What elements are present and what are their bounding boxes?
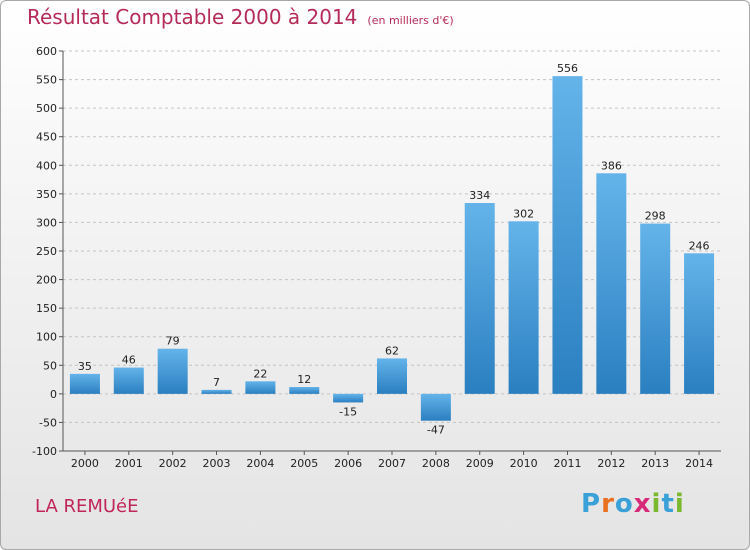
bar-2001 [113, 367, 144, 394]
y-tick-label: 500 [36, 102, 57, 115]
value-label: 556 [557, 62, 578, 75]
value-label: 334 [469, 189, 490, 202]
value-label: 302 [513, 207, 534, 220]
x-tick-label: 2006 [334, 457, 362, 470]
y-tick-label: 50 [43, 359, 57, 372]
y-tick-label: 300 [36, 216, 57, 229]
y-tick-label: 200 [36, 274, 57, 287]
y-tick-label: 100 [36, 331, 57, 344]
x-tick-label: 2008 [422, 457, 450, 470]
x-tick-label: 2014 [685, 457, 713, 470]
value-label: -47 [427, 424, 445, 437]
y-tick-label: 450 [36, 131, 57, 144]
value-label: 386 [601, 159, 622, 172]
x-tick-label: 2011 [553, 457, 581, 470]
x-tick-label: 2000 [71, 457, 99, 470]
proxiti-logo: Proxiti [581, 489, 685, 519]
x-tick-label: 2004 [246, 457, 274, 470]
logo-letter: x [633, 489, 652, 519]
value-label: 7 [213, 376, 220, 389]
bar-2004 [245, 381, 276, 394]
x-tick-label: 2002 [159, 457, 187, 470]
y-tick-labels: -100 -50 0 50 100 150 200 250 300 350 400 450 500 550… [32, 45, 57, 458]
x-tick-label: 2012 [597, 457, 625, 470]
value-labels: 35 46 79 7 22 12 -15 62 -47 334 302 556 386 298 246 [78, 62, 710, 437]
value-label: 12 [297, 373, 311, 386]
bar-2008 [420, 393, 451, 421]
x-tick-label: 2010 [510, 457, 538, 470]
bar-2002 [157, 348, 188, 394]
y-tick-label: 0 [50, 388, 57, 401]
y-tick-label: 150 [36, 302, 57, 315]
x-tick-label: 2005 [290, 457, 318, 470]
bar-2010 [508, 221, 539, 394]
bar-2007 [377, 358, 407, 394]
value-label: 298 [645, 210, 666, 223]
axes [62, 51, 721, 455]
logo-letter: i [674, 489, 685, 519]
y-tick-label: 400 [36, 159, 57, 172]
bar-2011 [552, 76, 583, 394]
x-tick-label: 2003 [203, 457, 231, 470]
x-tick-label: 2001 [115, 457, 143, 470]
logo-letter: P [581, 489, 602, 519]
value-label: 79 [166, 335, 180, 348]
y-tick-label: 600 [36, 45, 57, 58]
x-tick-label: 2009 [466, 457, 494, 470]
value-label: 22 [253, 367, 267, 380]
bar-2005 [289, 387, 320, 394]
logo-letter: r [601, 489, 615, 519]
x-tick-label: 2007 [378, 457, 406, 470]
bar-2014 [684, 253, 715, 394]
value-label: -15 [339, 405, 357, 418]
title-row: Résultat Comptable 2000 à 2014 (en millie… [27, 5, 454, 29]
chart-title: Résultat Comptable 2000 à 2014 [27, 5, 358, 29]
y-tick-label: -50 [39, 416, 57, 429]
bar-2013 [640, 223, 671, 394]
value-label: 46 [122, 354, 136, 367]
x-tick-labels: 2000 2001 2002 2003 2004 2005 2006 2007 2008 2009… [71, 457, 713, 470]
bar-2000 [69, 373, 100, 394]
value-label: 35 [78, 360, 92, 373]
commune-name: LA REMUéE [35, 496, 139, 517]
bar-2006 [333, 393, 364, 403]
value-label: 62 [385, 344, 399, 357]
bars [69, 76, 715, 421]
x-tick-label: 2013 [641, 457, 669, 470]
y-tick-label: 250 [36, 245, 57, 258]
logo-letter: o [614, 489, 634, 519]
bar-2003 [201, 389, 232, 394]
y-tick-label: 550 [36, 74, 57, 87]
chart-subtitle: (en milliers d'€) [367, 14, 454, 27]
logo-letter: i [651, 489, 662, 519]
logo-letter: t [661, 489, 675, 519]
bar-2009 [464, 203, 495, 394]
value-label: 246 [689, 239, 710, 252]
bar-2012 [596, 173, 627, 394]
y-tick-label: -100 [32, 445, 57, 458]
y-tick-label: 350 [36, 188, 57, 201]
